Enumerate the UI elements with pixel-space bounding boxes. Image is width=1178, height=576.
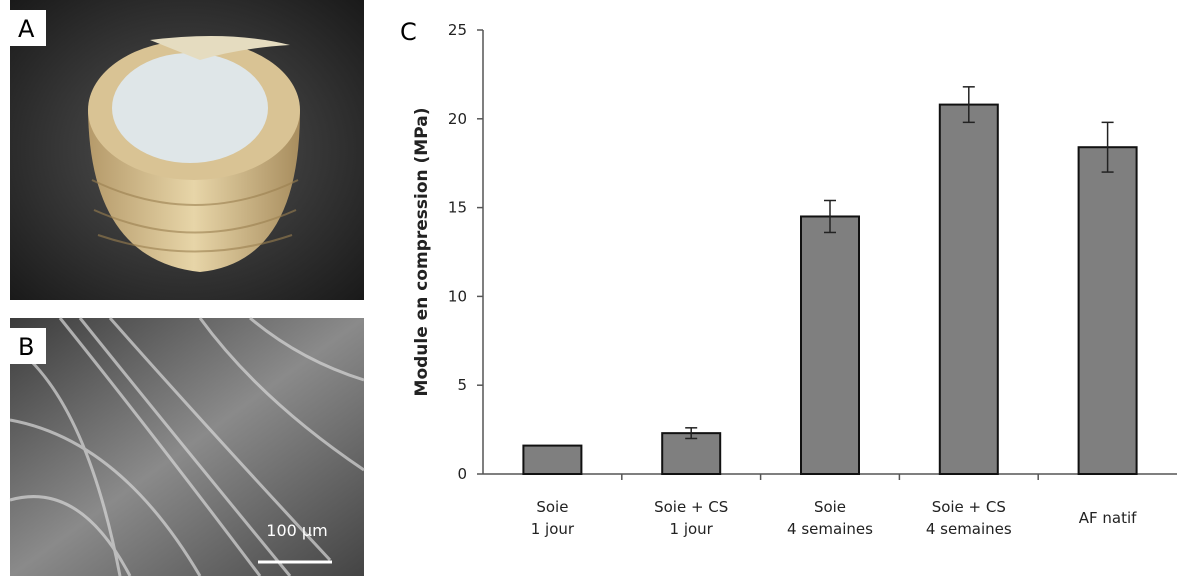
y-tick-label: 10 [448,287,467,305]
y-tick-label: 0 [457,465,467,483]
scale-bar-label: 100 µm [266,521,327,540]
bar [522,444,583,476]
x-tick-label-line: Soie + CS [932,498,1006,516]
y-tick-label: 20 [448,110,467,128]
label-box [10,10,46,46]
x-tick-label-line: 4 semaines [926,520,1012,538]
panel-label: A [18,15,35,43]
bar [661,432,722,476]
error-bar [1101,121,1114,173]
x-tick-label: Soie 4 semaines [787,498,873,538]
x-tick-label-line: Soie + CS [654,498,728,516]
x-tick-label-line: AF natif [1079,509,1137,527]
label-box [10,328,46,364]
error-bar [685,427,698,440]
x-tick-label-line: Soie [814,498,846,516]
x-tick-label-line: 1 jour [531,520,575,538]
y-tick-label: 15 [448,199,467,217]
x-tick-label: Soie 1 jour [531,498,575,538]
panel-label: C [400,18,417,46]
x-tick-label-line: Soie [536,498,568,516]
bar [800,215,860,475]
error-bar [824,199,836,234]
photo-a [10,0,364,300]
y-tick-label: 5 [457,376,467,394]
x-tick-label-line: 1 jour [670,520,714,538]
bar [1077,146,1138,475]
y-tick-label: 25 [448,21,467,39]
x-tick-label: Soie + CS 1 jour [654,498,728,538]
error-bar [962,86,975,124]
x-tick-label: Soie + CS 4 semaines [926,498,1012,538]
x-tick-label-line: 4 semaines [787,520,873,538]
photo-b [9,316,365,576]
x-tick-label: AF natif [1079,509,1137,527]
y-axis-title: Module en compression (MPa) [412,108,432,397]
panel-label: B [18,333,34,361]
bar [938,103,999,475]
